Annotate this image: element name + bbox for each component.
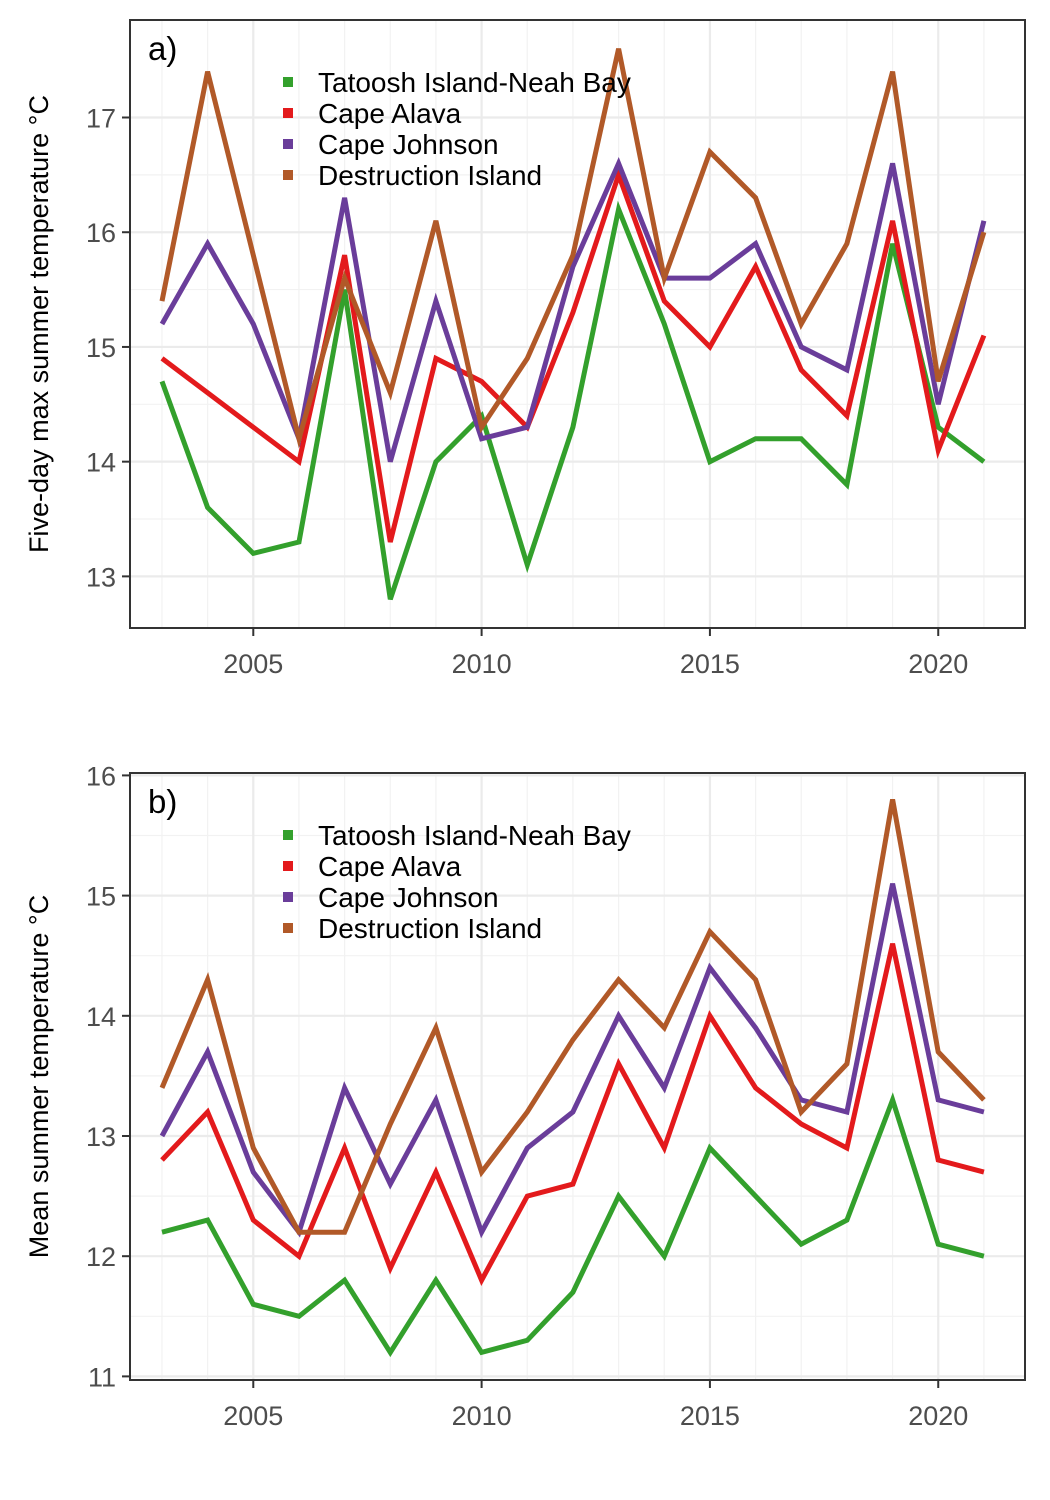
y-axis: 11 12 13 14 15 16 — [86, 761, 130, 1392]
series-group — [159, 798, 986, 1358]
series-line-destruction-island — [159, 798, 986, 1235]
legend-key — [283, 77, 293, 87]
y-tick-label: 13 — [86, 1122, 116, 1152]
legend-label: Cape Johnson — [318, 129, 499, 160]
panel-label: b) — [148, 783, 177, 820]
y-tick-label: 15 — [86, 333, 116, 363]
y-tick-label: 12 — [86, 1242, 116, 1272]
x-tick-label: 2020 — [908, 649, 968, 679]
x-tick-label: 2005 — [223, 649, 283, 679]
legend-key — [283, 830, 293, 840]
series-group — [159, 48, 987, 601]
legend-label: Destruction Island — [318, 913, 542, 944]
legend-key — [283, 923, 293, 933]
plot-background — [130, 20, 1025, 628]
panel-b: 2005 2010 2015 2020 11 12 13 14 15 16 Mean summer … — [24, 761, 1026, 1431]
panel-border — [129, 772, 1026, 1381]
series-line-destruction-island — [159, 48, 987, 449]
y-axis-title: Five-day max summer temperature °C — [24, 95, 54, 553]
series-line-tatoosh-island-neah-bay — [159, 200, 986, 601]
legend-label: Tatoosh Island-Neah Bay — [318, 820, 631, 851]
panel-label: a) — [148, 30, 177, 67]
x-tick-label: 2010 — [452, 649, 512, 679]
x-tick-label: 2010 — [452, 1401, 512, 1431]
plot-background — [130, 773, 1025, 1380]
y-tick-label: 14 — [86, 1002, 116, 1032]
y-tick-label: 11 — [88, 1362, 116, 1392]
y-tick-label: 16 — [86, 218, 116, 248]
x-tick-label: 2005 — [223, 1401, 283, 1431]
y-tick-label: 16 — [86, 761, 116, 791]
legend-label: Tatoosh Island-Neah Bay — [318, 67, 631, 98]
panel-a: 2005 2010 2015 2020 13 14 15 16 17 Five-day max s… — [24, 19, 1026, 679]
y-tick-label: 17 — [86, 104, 116, 134]
x-tick-label: 2015 — [680, 649, 740, 679]
x-axis: 2005 2010 2015 2020 — [223, 628, 968, 679]
x-tick-label: 2020 — [908, 1401, 968, 1431]
y-tick-label: 15 — [86, 882, 116, 912]
legend-key — [283, 861, 293, 871]
legend-label: Cape Johnson — [318, 882, 499, 913]
x-axis: 2005 2010 2015 2020 — [223, 1380, 968, 1431]
legend-key — [283, 892, 293, 902]
y-tick-label: 14 — [86, 448, 116, 478]
grid — [130, 20, 1025, 628]
series-line-cape-alava — [160, 943, 985, 1286]
legend-key — [283, 139, 293, 149]
y-axis-title: Mean summer temperature °C — [24, 895, 54, 1258]
series-line-tatoosh-island-neah-bay — [161, 1092, 985, 1358]
panel-border — [129, 19, 1026, 629]
x-tick-label: 2015 — [680, 1401, 740, 1431]
legend-label: Destruction Island — [318, 160, 542, 191]
y-tick-label: 13 — [86, 562, 116, 592]
legend-label: Cape Alava — [318, 98, 462, 129]
legend-key — [283, 170, 293, 180]
series-line-cape-alava — [160, 167, 987, 543]
y-axis: 13 14 15 16 17 — [86, 104, 130, 592]
legend-key — [283, 108, 293, 118]
legend-label: Cape Alava — [318, 851, 462, 882]
